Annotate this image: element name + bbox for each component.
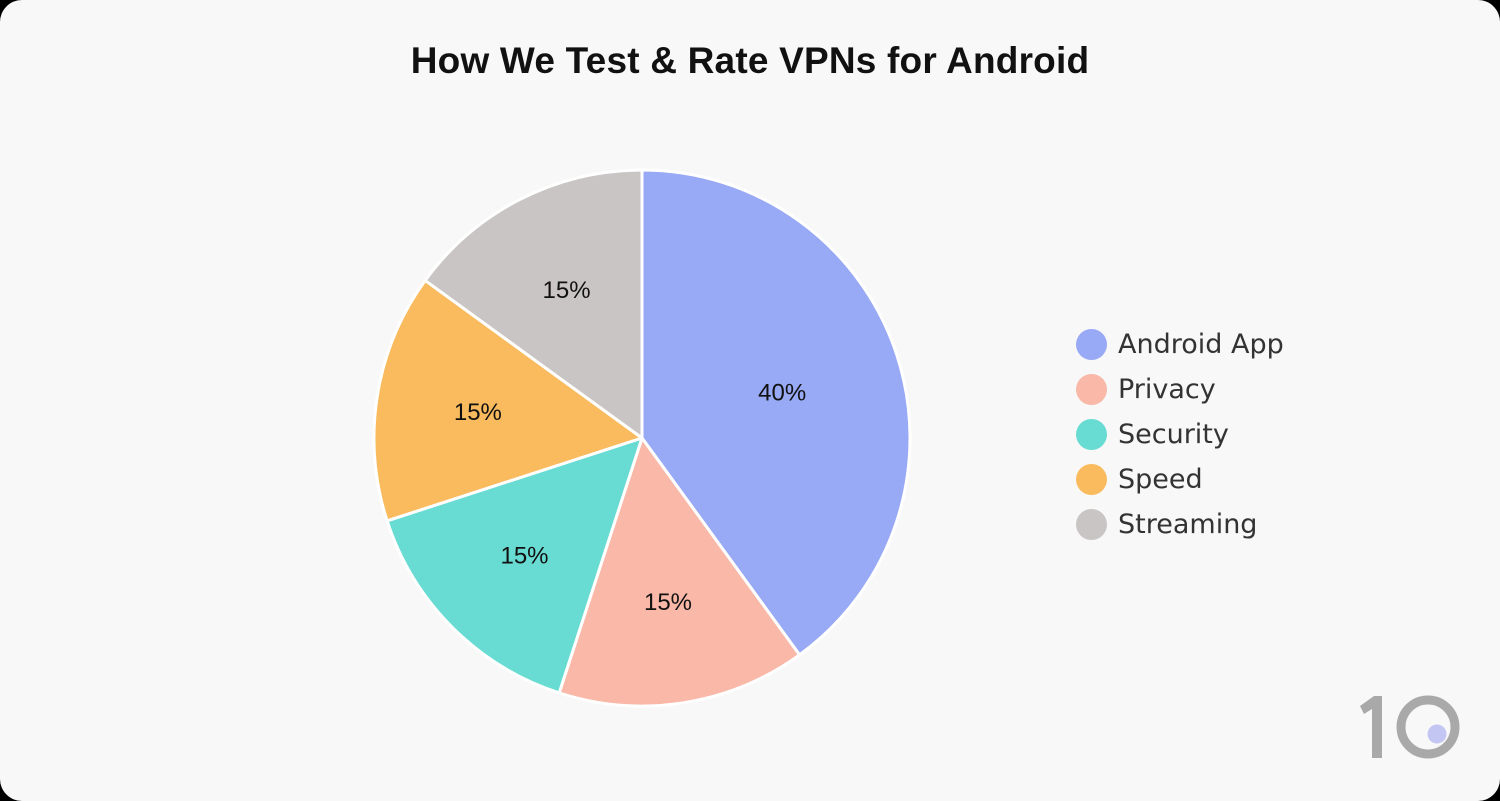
legend-label: Privacy (1118, 374, 1216, 405)
slice-value-label: 40% (758, 379, 806, 406)
pie-slice-speed (372, 278, 644, 523)
pie-slices (372, 168, 912, 708)
legend-swatch-icon (1076, 374, 1107, 405)
pie-slice-labels: 40% 15% 15% 15% 15% (454, 277, 806, 616)
slice-value-label: 15% (644, 589, 692, 616)
pie-slice-privacy (557, 436, 802, 708)
brand-logo-icon (1360, 695, 1460, 759)
legend-swatch-icon (1076, 419, 1107, 450)
legend-swatch-icon (1076, 509, 1107, 540)
legend-label: Speed (1118, 464, 1203, 495)
legend-item-speed: Speed (1076, 457, 1284, 502)
legend-item-streaming: Streaming (1076, 502, 1284, 547)
legend-swatch-icon (1076, 464, 1107, 495)
pie-slice-android-app (640, 168, 912, 657)
slice-value-label: 15% (543, 277, 591, 304)
legend-item-security: Security (1076, 412, 1284, 457)
legend-swatch-icon (1076, 329, 1107, 360)
legend-label: Android App (1118, 329, 1284, 360)
legend-item-privacy: Privacy (1076, 367, 1284, 412)
legend: Android App Privacy Security Speed Strea… (1076, 322, 1284, 547)
legend-label: Streaming (1118, 509, 1258, 540)
legend-item-android-app: Android App (1076, 322, 1284, 367)
slice-value-label: 15% (454, 399, 502, 426)
chart-title: How We Test & Rate VPNs for Android (410, 40, 1090, 81)
pie-slice-streaming (423, 168, 644, 440)
slice-value-label: 15% (500, 542, 548, 569)
pie-slice-security (385, 436, 644, 695)
legend-label: Security (1118, 419, 1229, 450)
